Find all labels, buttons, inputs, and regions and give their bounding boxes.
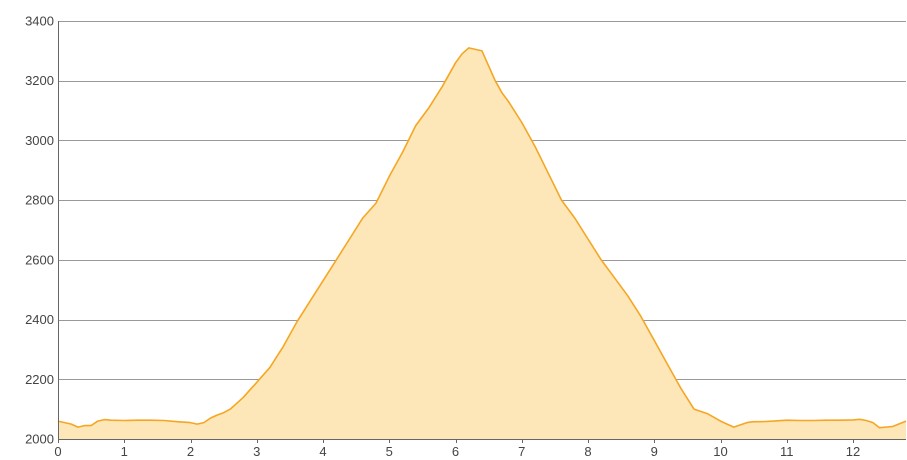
y-tick-label: 2400 <box>25 312 54 327</box>
y-tick-label: 2000 <box>25 432 54 447</box>
x-tick-label: 7 <box>518 444 525 459</box>
y-tick-label: 3200 <box>25 73 54 88</box>
area-fill <box>58 47 906 440</box>
x-axis-tick-labels: 0 1 2 3 4 5 6 7 8 9 10 11 12 <box>54 439 860 459</box>
area-series <box>57 47 907 440</box>
y-tick-label: 2800 <box>25 193 54 208</box>
axes <box>58 21 906 440</box>
y-tick-label: 2200 <box>25 372 54 387</box>
y-tick-label: 3000 <box>25 133 54 148</box>
x-tick-label: 6 <box>452 444 459 459</box>
y-tick-label: 3400 <box>25 14 54 29</box>
x-tick-label: 2 <box>187 444 194 459</box>
x-tick-label: 5 <box>386 444 393 459</box>
x-tick-label: 8 <box>584 444 591 459</box>
x-tick-label: 3 <box>253 444 260 459</box>
series-line <box>57 47 907 429</box>
x-tick-label: 0 <box>54 444 61 459</box>
y-tick-label: 2600 <box>25 252 54 267</box>
x-tick-label: 12 <box>846 444 860 459</box>
x-tick-label: 9 <box>651 444 658 459</box>
x-tick-label: 1 <box>121 444 128 459</box>
x-tick-label: 4 <box>319 444 326 459</box>
y-axis-tick-labels: 2000 2200 2400 2600 2800 3000 3200 3400 <box>25 14 54 447</box>
x-tick-label: 10 <box>713 444 727 459</box>
x-tick-label: 11 <box>780 444 794 459</box>
